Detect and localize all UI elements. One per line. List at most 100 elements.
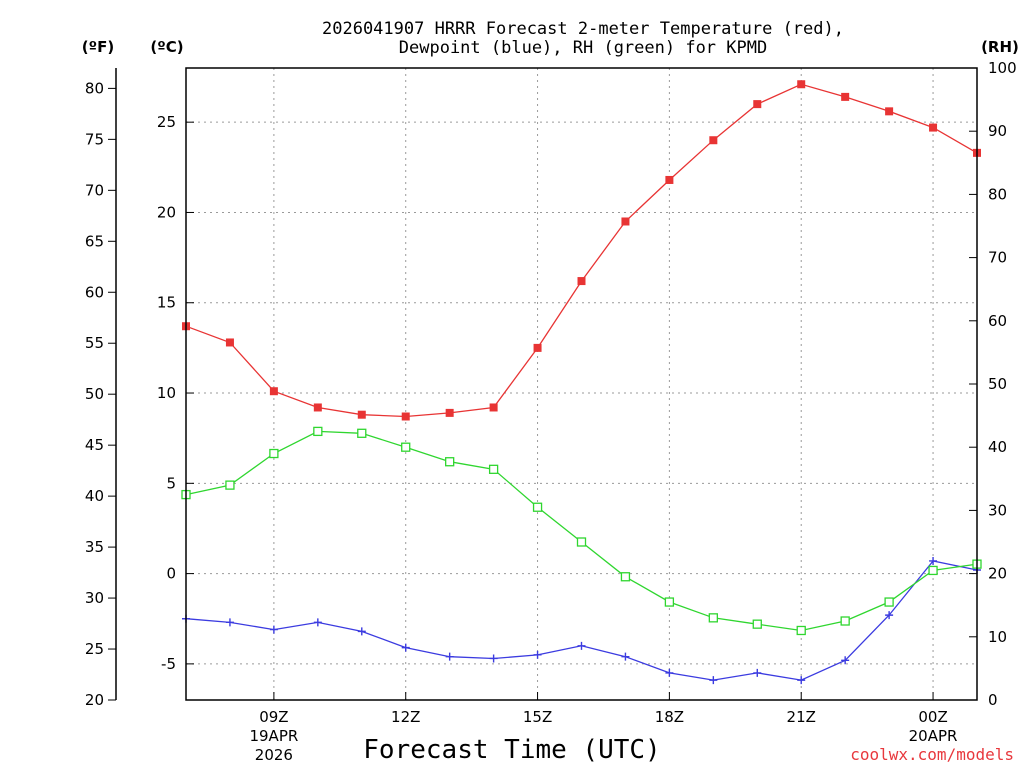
x-axis-title: Forecast Time (UTC): [363, 735, 660, 765]
rh-tick-label: 90: [988, 122, 1007, 140]
temperature-point: [489, 403, 498, 412]
rh-point: [620, 572, 631, 582]
dewpoint-point: [577, 641, 586, 650]
series-rh: [181, 426, 982, 636]
rh-point: [269, 448, 279, 459]
rh-point: [313, 426, 323, 437]
rh-tick-label: 70: [988, 249, 1007, 267]
temperature-point: [313, 403, 322, 412]
series-dewpoint: [182, 556, 981, 685]
celsius-tick-label: 0: [166, 565, 176, 583]
x-tick-label: 18Z: [655, 708, 684, 726]
dewpoint-point: [841, 656, 850, 665]
x-tick-label: 20APR: [909, 727, 958, 745]
dewpoint-point: [445, 652, 454, 661]
dewpoint-point: [401, 643, 410, 652]
fahrenheit-tick-label: 20: [85, 691, 104, 709]
temperature-point: [577, 277, 586, 286]
fahrenheit-tick-label: 75: [85, 130, 104, 148]
celsius-tick-label: -5: [161, 655, 176, 673]
temperature-point: [753, 100, 762, 109]
dewpoint-point: [885, 611, 894, 620]
celsius-tick-label: 20: [157, 203, 176, 221]
dewpoint-point: [225, 618, 234, 627]
x-tick-label: 12Z: [391, 708, 420, 726]
temperature-point: [665, 175, 674, 184]
fahrenheit-tick-label: 40: [85, 487, 104, 505]
celsius-tick-label: 25: [157, 113, 176, 131]
plot-frame: [185, 67, 978, 701]
dewpoint-point: [489, 654, 498, 663]
temperature-point: [885, 107, 894, 116]
chart-title-line-1: 2026041907 HRRR Forecast 2-meter Tempera…: [322, 19, 844, 39]
temperature-point: [269, 387, 278, 396]
rh-point: [884, 597, 894, 607]
dewpoint-point: [709, 676, 718, 685]
credit-text: coolwx.com/models: [850, 745, 1014, 764]
fahrenheit-tick-label: 35: [85, 538, 104, 556]
temperature-point: [357, 410, 366, 419]
rh-point: [445, 457, 455, 467]
temperature-point: [709, 136, 718, 145]
dewpoint-point: [753, 668, 762, 677]
rh-tick-label: 100: [988, 59, 1017, 77]
temperature-point: [621, 217, 630, 226]
axes: -5 0 5 10 15 20 25 0 10 20 30 40 50 60 70 80 90 100 20 25 30…: [85, 59, 1017, 764]
dewpoint-point: [665, 668, 674, 677]
rh-tick-label: 0: [988, 691, 998, 709]
temperature-point: [533, 343, 542, 352]
fahrenheit-tick-label: 50: [85, 385, 104, 403]
rh-point: [664, 597, 675, 607]
rh-tick-label: 60: [988, 312, 1007, 330]
celsius-unit-label: (ºC): [150, 38, 183, 56]
temperature-point: [841, 92, 850, 101]
rh-point: [401, 442, 411, 452]
x-tick-label: 15Z: [523, 708, 552, 726]
rh-tick-label: 50: [988, 375, 1007, 393]
rh-unit-label: (RH): [981, 38, 1019, 56]
rh-tick-label: 30: [988, 501, 1007, 519]
fahrenheit-tick-label: 60: [85, 283, 104, 301]
dewpoint-point: [313, 618, 322, 627]
dewpoint-point: [357, 627, 366, 636]
fahrenheit-tick-label: 65: [85, 232, 104, 250]
temperature-point: [929, 123, 938, 132]
dewpoint-point: [929, 556, 938, 565]
dewpoint-point: [621, 652, 630, 661]
rh-tick-label: 20: [988, 565, 1007, 583]
dewpoint-point: [797, 676, 806, 685]
rh-point: [796, 625, 806, 636]
x-tick-label: 21Z: [787, 708, 816, 726]
fahrenheit-tick-label: 30: [85, 589, 104, 607]
fahrenheit-tick-label: 25: [85, 640, 104, 658]
x-tick-label: 00Z: [918, 708, 947, 726]
fahrenheit-tick-label: 80: [85, 79, 104, 97]
fahrenheit-tick-label: 70: [85, 181, 104, 199]
dewpoint-point: [533, 650, 542, 659]
rh-point: [532, 502, 543, 512]
rh-point: [225, 480, 235, 490]
series-temperature: [182, 80, 981, 421]
dewpoint-point: [269, 625, 278, 634]
series-layer: [181, 80, 982, 685]
rh-point: [576, 537, 587, 547]
rh-point: [488, 464, 499, 474]
temperature-point: [401, 412, 410, 421]
rh-point: [840, 616, 850, 626]
x-tick-label: 09Z: [259, 708, 288, 726]
temperature-point: [225, 338, 234, 347]
rh-tick-label: 80: [988, 185, 1007, 203]
fahrenheit-tick-label: 55: [85, 334, 104, 352]
rh-point: [928, 565, 938, 576]
rh-point: [357, 428, 367, 438]
celsius-tick-label: 10: [157, 384, 176, 402]
x-tick-label: 19APR: [249, 727, 298, 745]
chart-title-line-2: Dewpoint (blue), RH (green) for KPMD: [399, 38, 767, 58]
celsius-tick-label: 5: [166, 474, 176, 492]
rh-point: [752, 619, 762, 629]
rh-point: [708, 613, 718, 623]
celsius-tick-label: 15: [157, 294, 176, 312]
fahrenheit-tick-label: 45: [85, 436, 104, 454]
